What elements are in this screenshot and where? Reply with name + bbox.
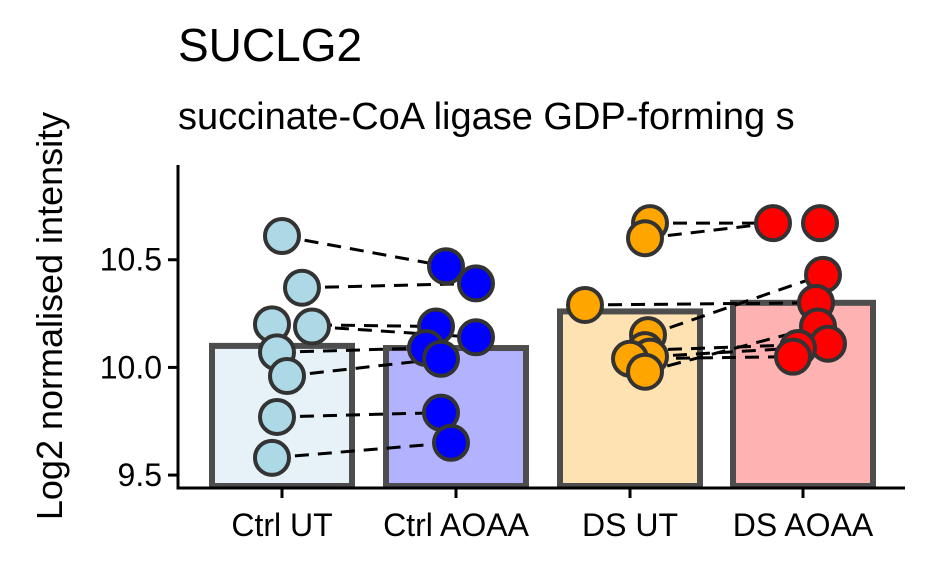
pair-line-3: [311, 325, 477, 339]
points-layer: [253, 204, 847, 477]
axes-layer: 9.5 10.0 10.5 Ctrl UT Ctrl AOAA DS UT DS AOAA: [100, 165, 905, 543]
chart-subtitle: succinate-CoA ligase GDP-forming s: [178, 96, 795, 138]
y-tick-label-1: 10.0: [100, 349, 162, 385]
x-tick-label-1: Ctrl AOAA: [383, 507, 529, 543]
point-1-5: [422, 339, 460, 378]
x-tick-label-0: Ctrl UT: [231, 507, 332, 543]
x-tick-label-2: DS UT: [582, 507, 678, 543]
point-0-3: [293, 307, 331, 346]
point-0-1: [283, 268, 321, 307]
x-tick-label-3: DS AOAA: [733, 507, 874, 543]
pair-line-0: [281, 234, 447, 268]
point-1-0: [427, 247, 465, 286]
point-0-7: [253, 438, 291, 477]
point-0-5: [268, 357, 306, 396]
pair-line-11: [647, 273, 824, 337]
pair-line-6: [276, 411, 442, 419]
pair-line-10: [584, 301, 817, 307]
point-0-0: [263, 217, 301, 256]
point-1-1: [457, 264, 495, 303]
pair-line-12: [644, 342, 829, 352]
point-3-7: [774, 337, 812, 376]
pair-line-4: [276, 346, 427, 354]
point-2-2: [566, 285, 604, 324]
point-2-7: [626, 352, 664, 391]
y-tick-label-2: 10.5: [100, 242, 162, 278]
point-0-6: [258, 397, 296, 436]
pair-line-7: [271, 441, 452, 460]
pair-line-5: [286, 357, 442, 378]
point-1-3: [457, 318, 495, 357]
point-2-1: [626, 219, 664, 258]
point-3-1: [801, 204, 839, 243]
chart-title: SUCLG2: [178, 19, 363, 71]
point-3-0: [754, 204, 792, 243]
point-1-7: [432, 423, 470, 462]
y-tick-label-0: 9.5: [118, 457, 162, 493]
